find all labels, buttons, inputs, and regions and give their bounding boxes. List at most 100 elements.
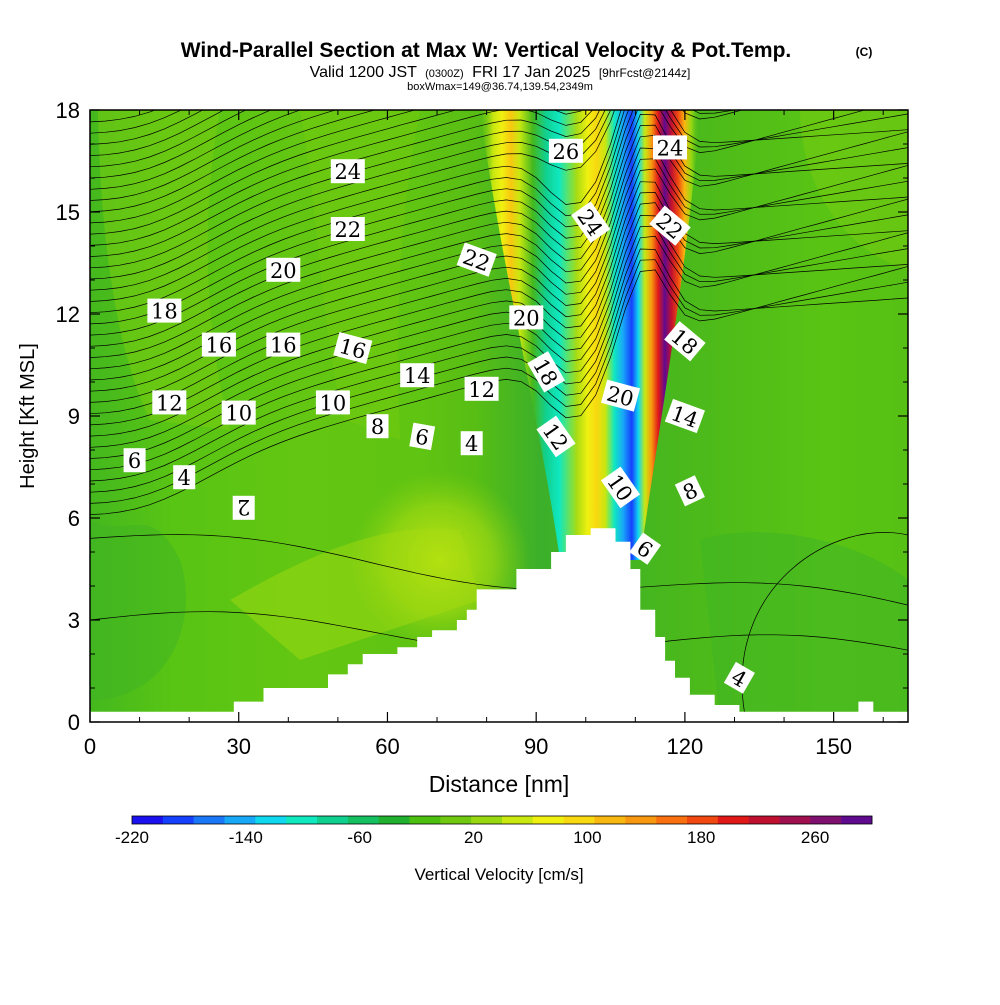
colorbar-label: Vertical Velocity [cm/s] [414, 865, 583, 884]
colorbar-swatch [717, 816, 749, 824]
contour-label-background [460, 431, 483, 456]
x-axis-label: Distance [nm] [429, 771, 570, 797]
subtitle-utc: (0300Z) [425, 68, 464, 80]
contour-label-background [173, 465, 196, 490]
y-tick-label: 6 [68, 506, 80, 531]
contour-label-background [330, 159, 365, 184]
isentrope-line [90, 110, 606, 269]
x-tick-label: 120 [667, 734, 704, 759]
colorbar-swatch [594, 816, 626, 824]
colorbar-tick-label: 100 [573, 828, 601, 847]
contour-label-background [600, 379, 641, 412]
y-tick-label: 3 [68, 608, 80, 633]
isentrope-line [90, 266, 908, 515]
colorbar-swatch [687, 816, 719, 824]
contour-label-background [600, 466, 641, 509]
isentrope-line [90, 110, 737, 302]
colorbar-swatch [317, 816, 349, 824]
isentrope-line [90, 110, 376, 213]
contour-label-text: 12 [156, 391, 183, 415]
x-tick-label: 30 [226, 734, 250, 759]
contour-label: 22 [330, 217, 365, 242]
isentrope-line [90, 114, 908, 358]
isentrope-line [90, 110, 247, 168]
contour-label-background [333, 332, 373, 364]
contour-label-background [232, 495, 255, 520]
isentrope-line [90, 181, 908, 426]
subtitle-date: FRI 17 Jan 2025 [472, 64, 590, 81]
contour-label-background [409, 422, 436, 451]
colorbar-swatch [656, 816, 688, 824]
contour-label-text: 10 [225, 402, 252, 426]
colorbar-swatch [471, 816, 503, 824]
contour-label-background [527, 351, 565, 393]
downdraft-band [90, 520, 186, 700]
colorbar-tick-label: 20 [464, 828, 483, 847]
isentrope-line [90, 198, 908, 448]
isentrope-line [90, 110, 337, 201]
contour-label-text: 14 [404, 364, 431, 388]
x-tick-label: 90 [524, 734, 548, 759]
chart-title: Wind-Parallel Section at Max W: Vertical… [181, 39, 792, 62]
x-tick-label: 60 [375, 734, 399, 759]
contour-label-background [464, 376, 499, 401]
contour-label: 4 [460, 431, 483, 456]
colorbar-swatch [409, 816, 441, 824]
colorbar-swatch [810, 816, 842, 824]
colorbar-swatch [378, 816, 410, 824]
isentrope-line [90, 110, 583, 235]
updraft-region [230, 528, 480, 660]
terrain-mask [90, 528, 908, 722]
contour-label: 10 [221, 400, 256, 426]
contour-label-text: 16 [206, 334, 233, 358]
contour-label: 16 [201, 332, 236, 358]
x-tick-label: 0 [84, 734, 96, 759]
contour-label-text: 4 [465, 432, 478, 456]
contour-label-background [400, 363, 435, 388]
contour-label-background [674, 475, 705, 507]
contour-label-text: 6 [413, 424, 430, 450]
colorbar-tick-label: -220 [115, 828, 149, 847]
contour-label-text: 20 [513, 306, 540, 330]
colorbar-swatch [440, 816, 472, 824]
subtitle-forecast: [9hrFcst@2144z] [599, 66, 691, 80]
colorbar-swatch [255, 816, 287, 824]
contour-label: 26 [548, 138, 583, 164]
contour-label-text: 20 [270, 259, 297, 283]
contour-label-background [315, 390, 350, 415]
contour-label: 8 [674, 475, 705, 507]
contour-label: 4 [173, 465, 196, 490]
colorbar-swatch [162, 816, 194, 824]
contour-label-background [649, 205, 691, 246]
contour-label-background [456, 242, 497, 277]
contour-label-background [509, 305, 544, 330]
contour-label-background [152, 390, 187, 415]
contour-label-text: 8 [371, 415, 384, 439]
contour-label-text: 16 [270, 334, 297, 358]
colorbar-tick-label: -60 [347, 828, 372, 847]
contour-label-background [330, 217, 365, 241]
contour-label-text: 22 [334, 218, 361, 242]
contour-label-text: 4 [178, 466, 191, 490]
contour-label-text: 24 [657, 136, 684, 160]
contour-label: 24 [653, 135, 687, 160]
contour-label-background [266, 257, 301, 282]
contour-label: 20 [266, 257, 301, 283]
contour-label: 20 [509, 305, 544, 330]
isentrope-line [90, 110, 611, 280]
colorbar-swatch [748, 816, 780, 824]
contour-label-background [664, 398, 705, 434]
chart-subtitle: Valid 1200 JST (0300Z) FRI 17 Jan 2025 [… [310, 64, 691, 81]
updraft-band [300, 110, 420, 440]
y-tick-label: 9 [68, 404, 80, 429]
contour-label-background [653, 135, 687, 160]
y-tick-label: 0 [68, 710, 80, 735]
contour-label: 12 [152, 390, 187, 415]
contour-label: 12 [464, 376, 499, 402]
isentrope-line [90, 534, 908, 606]
contour-label: 16 [333, 332, 373, 364]
contour-label: 4 [723, 661, 755, 694]
